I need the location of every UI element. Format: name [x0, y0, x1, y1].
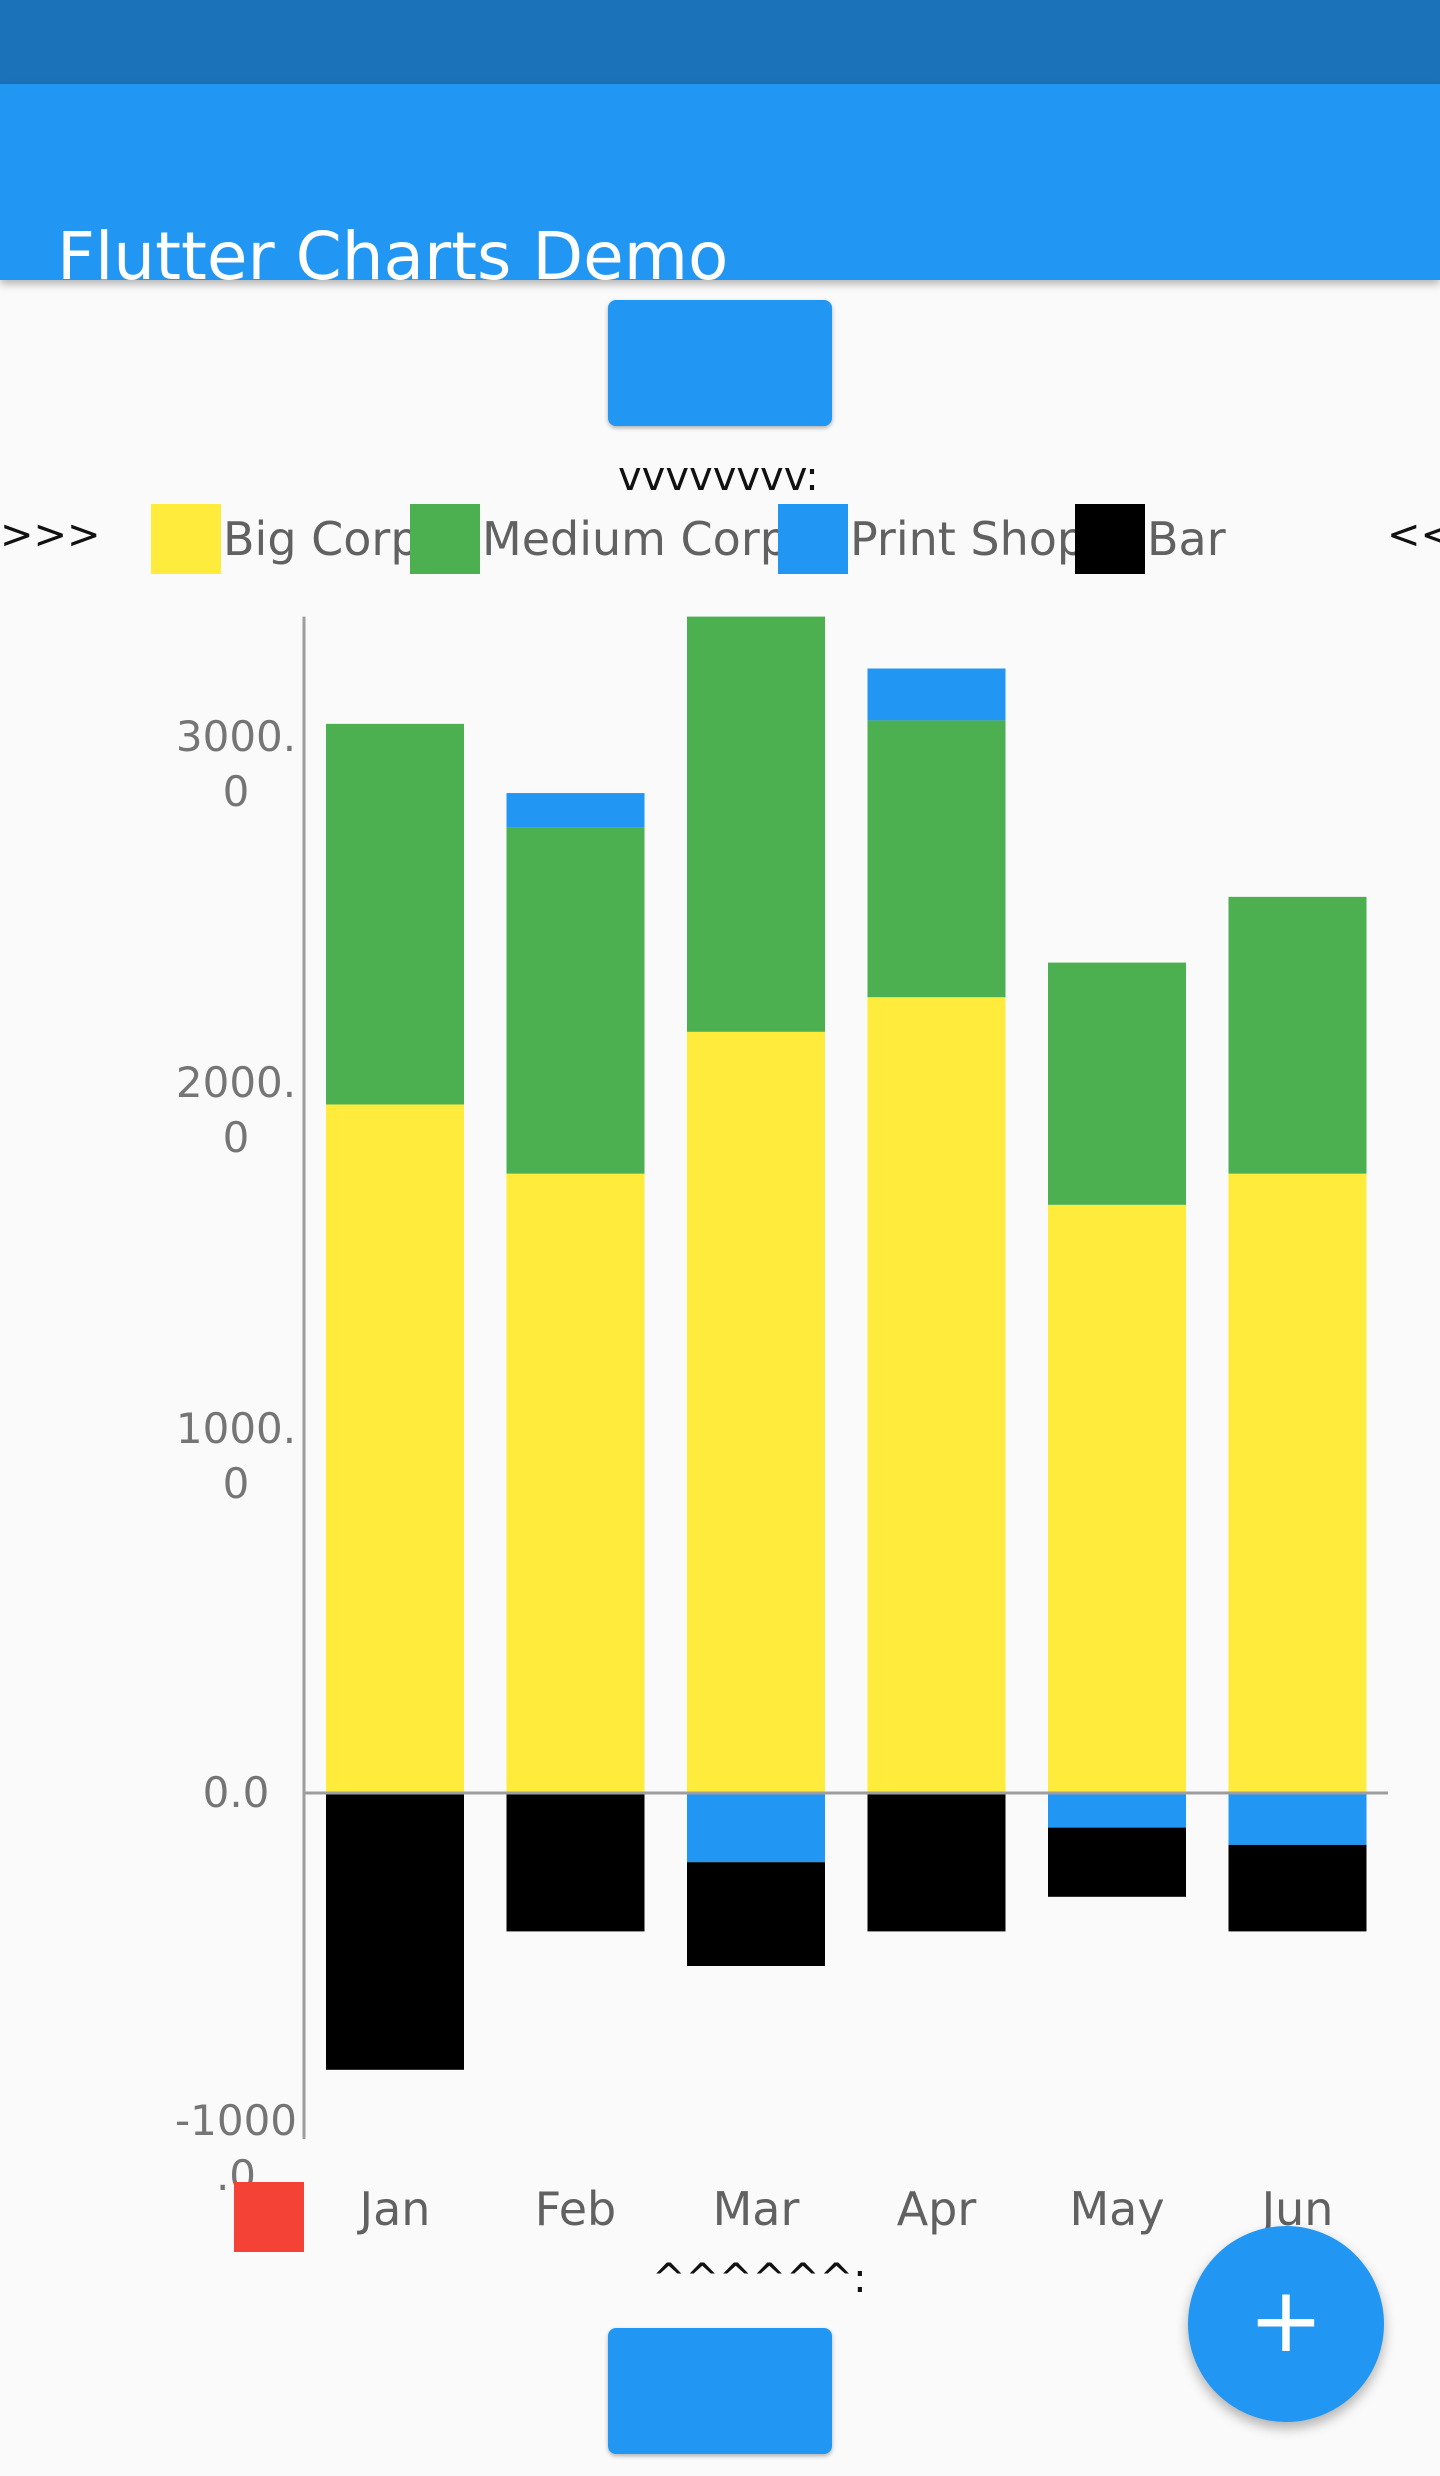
- y-tick-label: 0: [223, 767, 250, 816]
- legend-label: Medium Corp: [482, 512, 789, 566]
- legend-swatch: [1075, 504, 1145, 574]
- y-tick-label: 0: [223, 1459, 250, 1508]
- y-tick-label: 3000.: [176, 712, 296, 761]
- bar-segment: [687, 616, 825, 1032]
- bar-segment: [506, 827, 645, 1174]
- x-tick-label: Feb: [535, 2182, 616, 2236]
- bottom-marker-text: ^^^^^^:: [652, 2256, 867, 2302]
- legend-label: Print Shop: [850, 512, 1087, 566]
- bar-segment: [1228, 896, 1367, 1174]
- bar-segment: [1048, 962, 1186, 1205]
- legend-item-medium-corp: Medium Corp: [410, 504, 789, 574]
- top-action-button[interactable]: [608, 300, 832, 426]
- plus-icon: +: [1248, 2268, 1324, 2373]
- x-tick-label: May: [1069, 2182, 1164, 2236]
- legend-label: Big Corp: [223, 512, 420, 566]
- y-tick-label: 0: [223, 1113, 250, 1162]
- stacked-bar-chart: Jan Feb Mar Apr May Jun3000.02000.01000.00.0-…: [175, 616, 1388, 2252]
- legend-swatch: [151, 504, 221, 574]
- bar-segment: [867, 1793, 1006, 1932]
- bar-segment: [1048, 1204, 1186, 1793]
- red-legend-swatch: [234, 2182, 304, 2252]
- legend-item-print-shop: Print Shop: [778, 504, 1086, 574]
- x-tick-label: Apr: [897, 2182, 977, 2236]
- legend-item-big-corp: Big Corp: [151, 504, 420, 574]
- bar-segment: [1228, 1173, 1367, 1793]
- bar-segment: [867, 720, 1006, 998]
- bar-segment: [326, 1793, 464, 2070]
- legend-swatch: [410, 504, 480, 574]
- top-marker-text: vvvvvvvv:: [618, 454, 819, 500]
- legend-label: Bar: [1147, 512, 1226, 566]
- y-tick-label: 2000.: [176, 1058, 296, 1107]
- bar-segment: [687, 1031, 825, 1793]
- bar-segment: [687, 1793, 825, 1863]
- bar-segment: [1048, 1827, 1186, 1897]
- app-bar: Flutter Charts Demo: [0, 84, 1440, 290]
- bar-segment: [867, 997, 1006, 1793]
- page-title: Flutter Charts Demo: [57, 218, 729, 295]
- y-tick-label: 1000.: [176, 1404, 296, 1453]
- bar-segment: [1048, 1793, 1186, 1828]
- x-tick-label: Mar: [713, 2182, 800, 2236]
- bar-segment: [326, 1104, 464, 1793]
- x-tick-label: Jan: [357, 2182, 431, 2236]
- bar-segment: [687, 1862, 825, 1966]
- bar-segment: [1228, 1844, 1367, 1932]
- y-tick-label: -1000: [175, 2096, 297, 2145]
- legend-swatch: [778, 504, 848, 574]
- legend-item-bar: Bar: [1075, 504, 1226, 574]
- legend-right-marker: <<: [1387, 512, 1440, 558]
- bar-segment: [1228, 1793, 1367, 1845]
- bar-segment: [506, 793, 645, 828]
- add-fab-button[interactable]: +: [1188, 2226, 1384, 2422]
- bar-segment: [326, 723, 464, 1105]
- bar-segment: [867, 668, 1006, 721]
- legend-left-marker: >>>: [0, 512, 101, 558]
- bar-segment: [506, 1793, 645, 1932]
- bottom-action-button[interactable]: [608, 2328, 832, 2454]
- status-bar: [0, 0, 1440, 84]
- bar-segment: [506, 1173, 645, 1793]
- y-tick-label: 0.0: [203, 1768, 270, 1817]
